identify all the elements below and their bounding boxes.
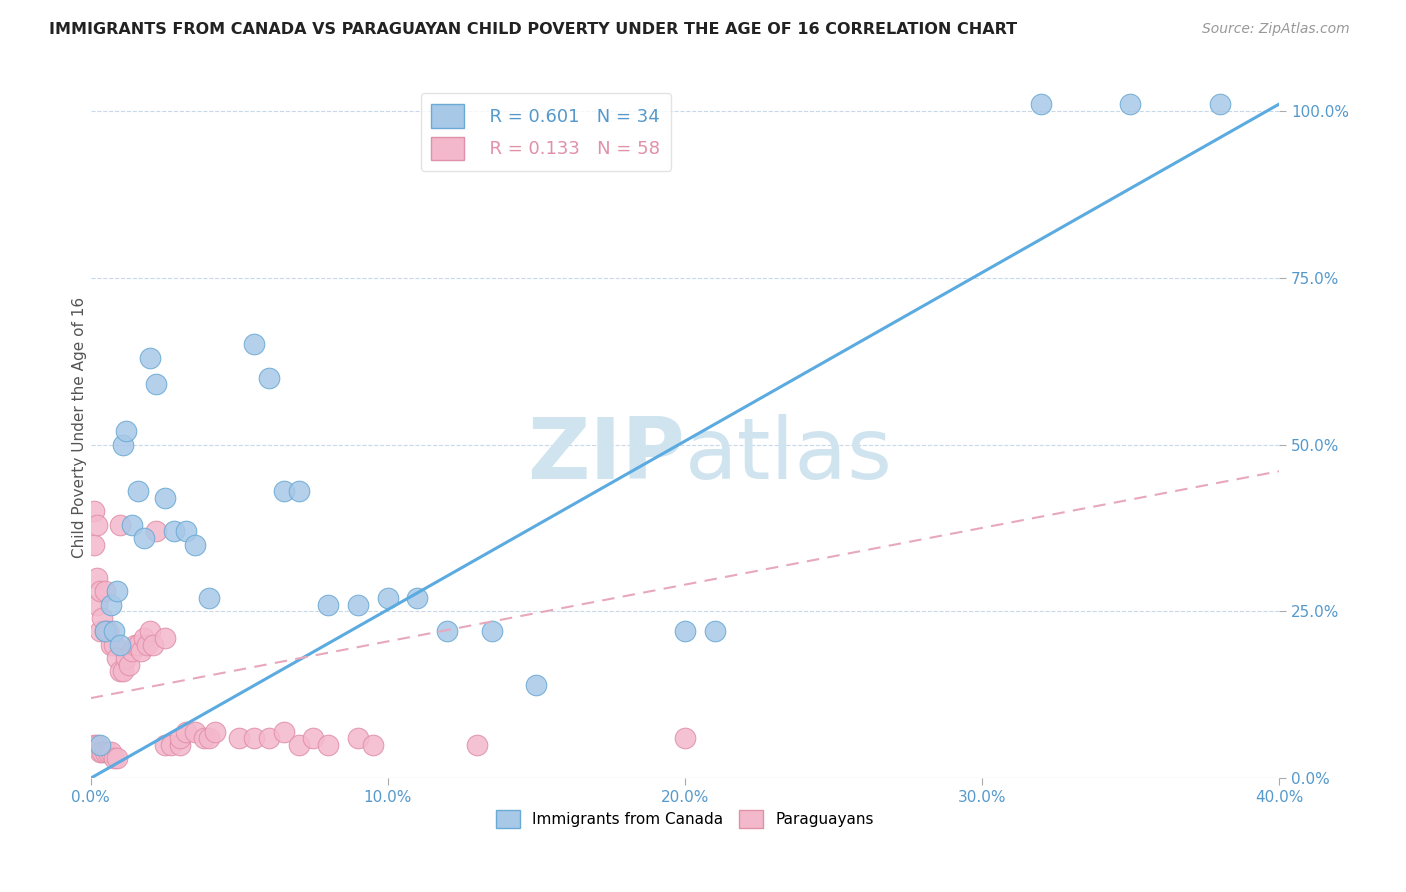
Point (287, 484, 309, 499)
Point (110, 638, 132, 652)
Point (127, 638, 149, 652)
Point (83, 738, 105, 752)
Point (228, 731, 250, 746)
Point (174, 524, 197, 539)
Point (132, 531, 155, 545)
Point (198, 591, 221, 605)
Point (83, 504, 105, 518)
Point (103, 638, 125, 652)
Point (105, 584, 128, 599)
Point (142, 638, 165, 652)
Point (89, 738, 111, 752)
Y-axis label: Child Poverty Under the Age of 16: Child Poverty Under the Age of 16 (72, 297, 87, 558)
Point (112, 437, 135, 451)
Point (347, 731, 370, 746)
Point (257, 731, 280, 746)
Point (86, 598, 108, 612)
Point (257, 371, 280, 385)
Point (115, 651, 138, 665)
Point (83, 538, 105, 552)
Point (132, 631, 155, 645)
Point (673, 624, 696, 639)
Point (481, 624, 503, 639)
Point (89, 745, 111, 759)
Point (361, 738, 384, 752)
Text: Source: ZipAtlas.com: Source: ZipAtlas.com (1202, 22, 1350, 37)
Point (243, 731, 266, 746)
Point (153, 491, 176, 505)
Point (524, 678, 547, 692)
Point (465, 738, 488, 752)
Point (115, 424, 138, 438)
Point (139, 624, 162, 639)
Point (100, 745, 122, 759)
Point (129, 644, 152, 658)
Point (86, 571, 108, 585)
Point (89, 624, 111, 639)
Point (139, 351, 162, 365)
Point (273, 724, 295, 739)
Point (406, 591, 429, 605)
Point (273, 484, 295, 499)
Point (1208, 97, 1230, 112)
Point (121, 644, 143, 658)
Point (204, 724, 226, 739)
Point (198, 731, 221, 746)
Point (243, 337, 266, 351)
Point (193, 731, 215, 746)
Point (112, 665, 135, 679)
Point (1031, 97, 1053, 112)
Point (100, 638, 122, 652)
Point (169, 731, 191, 746)
Point (145, 377, 167, 392)
Point (110, 517, 132, 532)
Point (110, 665, 132, 679)
Point (163, 524, 186, 539)
Point (105, 751, 128, 765)
Point (124, 638, 146, 652)
Point (86, 738, 108, 752)
Point (183, 724, 205, 739)
Point (153, 738, 176, 752)
Point (127, 484, 149, 499)
Point (91, 745, 114, 759)
Point (302, 731, 325, 746)
Point (316, 598, 339, 612)
Point (118, 657, 141, 672)
Point (89, 584, 111, 599)
Point (169, 738, 191, 752)
Point (136, 638, 159, 652)
Point (160, 738, 183, 752)
Point (121, 517, 143, 532)
Point (103, 751, 125, 765)
Point (183, 538, 205, 552)
Point (94, 624, 117, 639)
Point (377, 591, 399, 605)
Point (97, 624, 120, 639)
Text: IMMIGRANTS FROM CANADA VS PARAGUAYAN CHILD POVERTY UNDER THE AGE OF 16 CORRELATI: IMMIGRANTS FROM CANADA VS PARAGUAYAN CHI… (49, 22, 1018, 37)
Legend: Immigrants from Canada, Paraguayans: Immigrants from Canada, Paraguayans (489, 804, 880, 834)
Point (1119, 97, 1142, 112)
Point (91, 611, 114, 625)
Point (174, 724, 197, 739)
Text: atlas: atlas (685, 415, 893, 498)
Point (145, 524, 167, 539)
Point (287, 738, 309, 752)
Point (97, 745, 120, 759)
Point (703, 624, 725, 639)
Point (347, 598, 370, 612)
Text: ZIP: ZIP (527, 415, 685, 498)
Point (94, 584, 117, 599)
Point (94, 624, 117, 639)
Point (436, 624, 458, 639)
Point (673, 731, 696, 746)
Point (103, 624, 125, 639)
Point (153, 631, 176, 645)
Point (86, 517, 108, 532)
Point (100, 598, 122, 612)
Point (105, 651, 128, 665)
Point (316, 738, 339, 752)
Point (94, 745, 117, 759)
